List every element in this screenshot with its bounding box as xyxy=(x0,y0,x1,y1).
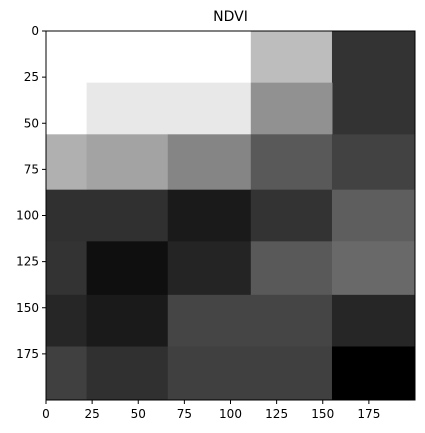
heatmap-cell xyxy=(250,134,333,191)
heatmap-cell xyxy=(46,82,88,135)
heatmap-cell xyxy=(167,134,252,191)
heatmap-cell xyxy=(331,189,416,242)
heatmap-cell xyxy=(46,189,169,242)
x-tick-label: 125 xyxy=(265,407,288,421)
heatmap-cell xyxy=(167,189,252,242)
heatmap-cell xyxy=(86,346,169,401)
heatmap-cell xyxy=(86,31,252,84)
heatmap-cell xyxy=(86,134,169,191)
y-tick-label: 0 xyxy=(31,24,39,38)
x-tick-label: 150 xyxy=(311,407,334,421)
y-tick-label: 150 xyxy=(16,301,39,315)
y-axis: 0 25 50 75 100 125 150 175 xyxy=(16,24,46,361)
heatmap-cell xyxy=(250,241,333,296)
heatmap-cells xyxy=(46,31,416,401)
heatmap-cell xyxy=(86,82,252,135)
chart-title: NDVI xyxy=(213,9,248,25)
heatmap-cell xyxy=(167,241,252,296)
heatmap-cell xyxy=(86,241,169,296)
y-tick-label: 125 xyxy=(16,255,39,269)
heatmap-cell xyxy=(167,346,333,401)
x-tick-label: 175 xyxy=(357,407,380,421)
x-tick-label: 100 xyxy=(219,407,242,421)
heatmap-cell xyxy=(46,31,88,84)
heatmap-cell xyxy=(46,241,88,296)
heatmap-cell xyxy=(331,134,416,191)
heatmap-cell xyxy=(46,294,88,347)
x-tick-label: 75 xyxy=(177,407,192,421)
y-tick-label: 100 xyxy=(16,209,39,223)
heatmap-cell xyxy=(331,31,416,135)
heatmap-cell xyxy=(250,82,333,135)
heatmap-cell xyxy=(46,346,88,401)
x-axis: 0 25 50 75 100 125 150 175 xyxy=(42,400,380,421)
heatmap-cell xyxy=(46,134,88,191)
x-tick-label: 25 xyxy=(84,407,99,421)
heatmap-cell xyxy=(250,31,333,84)
y-tick-label: 75 xyxy=(24,162,39,176)
heatmap-cell xyxy=(167,294,333,347)
y-tick-label: 175 xyxy=(16,347,39,361)
heatmap-cell xyxy=(331,346,416,401)
x-tick-label: 0 xyxy=(42,407,50,421)
heatmap-cell xyxy=(331,241,416,296)
heatmap-cell xyxy=(86,294,169,347)
y-tick-label: 25 xyxy=(24,70,39,84)
heatmap-cell xyxy=(250,189,333,242)
heatmap-cell xyxy=(331,294,416,347)
x-tick-label: 50 xyxy=(131,407,146,421)
y-tick-label: 50 xyxy=(24,116,39,130)
